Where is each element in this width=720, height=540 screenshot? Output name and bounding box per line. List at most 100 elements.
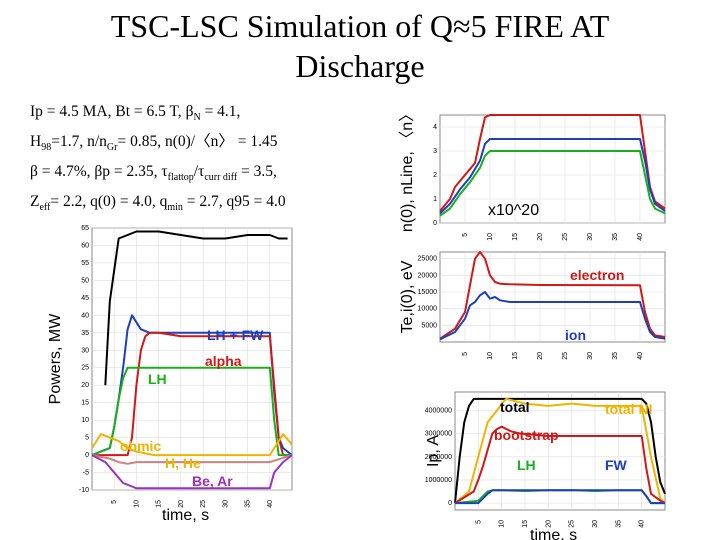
y-tick-label: 10 bbox=[81, 417, 89, 424]
x-tick-label: 35 bbox=[245, 500, 252, 508]
plot-frame bbox=[439, 251, 666, 343]
x-tick-label: 30 bbox=[222, 500, 229, 508]
series-line-total bbox=[454, 397, 666, 504]
series-annotation: bootstrap bbox=[494, 427, 559, 443]
x-tick-label: 25 bbox=[569, 520, 576, 528]
series-line-lh bbox=[91, 366, 292, 457]
param-text: = 3.5, bbox=[237, 163, 277, 181]
y-tick-label: 20000 bbox=[418, 272, 438, 279]
y-tick-label: 3 bbox=[433, 148, 437, 155]
x-tick-label: 35 bbox=[612, 233, 619, 241]
y-tick-label: 2000000 bbox=[425, 454, 452, 461]
param-text: = 0.85, n(0)/〈n〉 = 1.45 bbox=[117, 133, 278, 151]
x-tick-label: 40 bbox=[267, 500, 274, 508]
y-axis-label: n(0), nLine, 〈n〉 bbox=[399, 106, 416, 232]
param-text: = 2.2, q(0) = 4.0, q bbox=[50, 193, 168, 211]
x-tick-label: 20 bbox=[537, 233, 544, 241]
param-text: = 2.7, q95 = 4.0 bbox=[182, 193, 286, 211]
param-text: /τ bbox=[193, 163, 205, 181]
chart-2: 5 10 15 20 25 30 35 40 0 1 2 3 4 n(0), nLine, 〈n〉 x10^… bbox=[399, 106, 666, 241]
chart-4: 5 10 15 20 25 30 35 40 0 1000000 2000000 3000000 400… bbox=[425, 391, 666, 540]
x-tick-label: 25 bbox=[562, 352, 569, 360]
y-axis-label: Powers, MW bbox=[47, 313, 64, 405]
param-text: β = 4.7%, βp = 2.35, τ bbox=[30, 163, 168, 181]
y-tick-label: 40 bbox=[81, 312, 89, 319]
series-line-bootstrap bbox=[454, 425, 666, 504]
x-tick-label: 5 bbox=[475, 520, 482, 524]
y-tick-label: 45 bbox=[81, 295, 89, 302]
x-tick-label: 15 bbox=[156, 500, 163, 508]
series-annotation: total bbox=[500, 399, 530, 415]
y-tick-label: 15000 bbox=[418, 289, 438, 296]
param-text: β bbox=[185, 103, 194, 120]
series-line-be-ar bbox=[91, 454, 293, 490]
param-sub: flattop bbox=[167, 172, 194, 184]
y-tick-label: 3000000 bbox=[425, 431, 452, 438]
y-tick-label: -10 bbox=[79, 487, 89, 494]
series-annotation: LH bbox=[517, 457, 536, 473]
y-tick-label: 15 bbox=[81, 400, 89, 407]
series-annotation: total NI bbox=[605, 401, 652, 417]
series-annotation: ion bbox=[565, 327, 586, 343]
x-tick-label: 40 bbox=[639, 520, 646, 528]
param-line-3: β = 4.7%, βp = 2.35, τflattop/τcurr diff… bbox=[30, 160, 400, 190]
y-axis-label: Te,i(0), eV bbox=[399, 260, 416, 333]
x-tick-label: 30 bbox=[592, 520, 599, 528]
x-tick-label: 25 bbox=[562, 233, 569, 241]
param-sub: N bbox=[193, 112, 201, 124]
y-tick-label: 4000000 bbox=[425, 408, 452, 415]
y-tick-label: 65 bbox=[81, 225, 89, 232]
series-annotation: ohmic bbox=[120, 438, 161, 454]
x-tick-label: 20 bbox=[545, 520, 552, 528]
x-tick-label: 35 bbox=[615, 520, 622, 528]
plot-frame bbox=[454, 391, 666, 511]
y-tick-label: 20 bbox=[81, 382, 89, 389]
series-annotation: electron bbox=[570, 267, 624, 283]
x-axis-label: x10^20 bbox=[488, 202, 539, 219]
x-tick-label: 5 bbox=[111, 500, 118, 504]
series-line-nline bbox=[439, 138, 666, 215]
x-tick-label: 40 bbox=[637, 233, 644, 241]
y-tick-label: -5 bbox=[83, 470, 89, 477]
param-text: H bbox=[30, 133, 42, 151]
param-text: =1.7, n/n bbox=[51, 133, 107, 151]
series-annotation: H, He bbox=[165, 455, 201, 471]
param-line-1: Ip = 4.5 MA, Bt = 6.5 T, βN = 4.1, bbox=[30, 100, 400, 130]
y-tick-label: 50 bbox=[81, 277, 89, 284]
series-annotation: alpha bbox=[205, 353, 242, 369]
title-line-1: TSC-LSC Simulation of Q≈5 FIRE AT bbox=[110, 8, 610, 44]
x-tick-label: 20 bbox=[178, 500, 185, 508]
series-line-unnamed-6 bbox=[104, 230, 288, 386]
y-tick-label: 55 bbox=[81, 260, 89, 267]
x-tick-label: 40 bbox=[637, 352, 644, 360]
series-annotation: LH + FW bbox=[207, 327, 264, 343]
y-tick-label: 10000 bbox=[418, 306, 438, 313]
param-line-4: Zeff= 2.2, q(0) = 4.0, qmin = 2.7, q95 =… bbox=[30, 190, 400, 220]
series-annotation: FW bbox=[605, 457, 628, 473]
x-tick-label: 10 bbox=[487, 352, 494, 360]
series-line-ohmic bbox=[91, 433, 293, 457]
x-tick-label: 25 bbox=[200, 500, 207, 508]
x-tick-label: 10 bbox=[133, 500, 140, 508]
slide-title: TSC-LSC Simulation of Q≈5 FIRE AT Discha… bbox=[40, 6, 680, 86]
title-line-2: Discharge bbox=[295, 48, 425, 84]
y-tick-label: 4 bbox=[433, 124, 437, 131]
x-tick-label: 20 bbox=[537, 352, 544, 360]
series-line-lh bbox=[454, 489, 665, 505]
y-tick-label: 0 bbox=[85, 452, 89, 459]
series-line-alpha bbox=[92, 331, 292, 457]
param-text: Z bbox=[30, 193, 40, 211]
x-tick-label: 10 bbox=[499, 520, 506, 528]
x-tick-label: 10 bbox=[487, 233, 494, 241]
series-line-h-he bbox=[91, 454, 293, 465]
x-tick-label: 5 bbox=[462, 233, 469, 237]
param-text: = 4.1, bbox=[200, 103, 241, 120]
param-sub: eff bbox=[39, 202, 51, 214]
param-line-2: H98=1.7, n/nGr= 0.85, n(0)/〈n〉 = 1.45 bbox=[30, 130, 400, 160]
x-axis-label: time, s bbox=[162, 507, 209, 524]
x-tick-label: 35 bbox=[612, 352, 619, 360]
x-tick-label: 15 bbox=[512, 233, 519, 241]
x-tick-label: 30 bbox=[587, 352, 594, 360]
